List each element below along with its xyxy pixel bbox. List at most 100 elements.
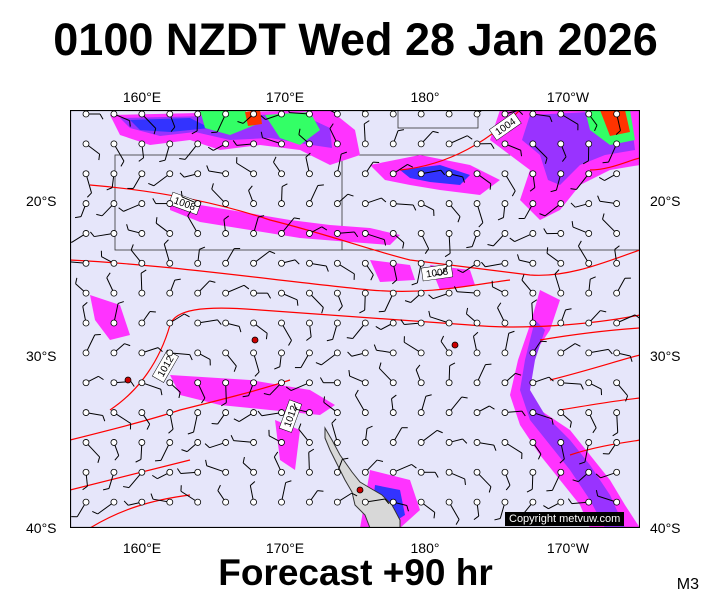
station-dot-4 xyxy=(356,486,364,494)
station-circle xyxy=(138,439,146,446)
wind-barb-feather xyxy=(233,418,240,423)
station-circle xyxy=(473,170,481,178)
wind-barb-feather xyxy=(191,130,198,135)
wind-barb-feather xyxy=(629,355,633,362)
station-circle xyxy=(445,349,453,357)
wind-barb-feather xyxy=(321,307,324,314)
station-circle xyxy=(613,230,621,237)
station-circle xyxy=(194,110,202,118)
station-circle xyxy=(417,349,425,357)
station-circle xyxy=(417,200,425,207)
wind-barb-feather xyxy=(187,431,194,435)
station-circle xyxy=(222,468,230,476)
station-circle xyxy=(166,140,174,148)
forecast-hour-label: Forecast +90 hr xyxy=(218,552,493,593)
station-circle xyxy=(501,468,509,476)
wind-barb-feather xyxy=(315,362,322,366)
lat-label-right-20s: 20°S xyxy=(650,193,681,209)
wind-barb-feather xyxy=(305,152,311,158)
station-circle xyxy=(557,439,565,446)
wind-barb-feather xyxy=(478,222,484,228)
station-circle xyxy=(361,409,369,416)
station-circle xyxy=(417,259,425,267)
wind-barb-feather xyxy=(319,377,324,383)
wind-barb-feather xyxy=(126,224,129,231)
wind-barb-feather xyxy=(497,217,504,221)
station-circle xyxy=(557,110,565,118)
wind-barb-feather xyxy=(317,184,324,186)
wind-barb-feather xyxy=(561,156,567,162)
wind-barb-feather xyxy=(402,242,405,249)
station-circle xyxy=(557,319,565,327)
station-circle xyxy=(306,110,313,118)
station-circle xyxy=(529,170,537,178)
station-circle xyxy=(529,349,537,357)
station-circle xyxy=(250,259,257,267)
station-circle xyxy=(445,289,453,297)
station-circle xyxy=(389,439,397,446)
station-circle xyxy=(222,349,230,357)
station-circle xyxy=(222,230,230,237)
wind-barb-feather xyxy=(123,500,129,506)
wind-barb-feather xyxy=(391,279,398,285)
wind-barb-feather xyxy=(265,333,268,340)
wind-barb-feather xyxy=(338,305,343,312)
wind-barb-feather xyxy=(288,340,292,346)
station-circle xyxy=(585,319,593,327)
station-circle xyxy=(529,289,537,297)
station-circle xyxy=(473,349,481,357)
wind-barb-feather xyxy=(378,310,385,313)
station-circle xyxy=(82,319,90,327)
wind-barb-feather xyxy=(567,498,573,504)
station-circle xyxy=(194,259,202,267)
wind-barb-feather xyxy=(515,372,522,376)
station-circle xyxy=(417,319,425,327)
station-circle xyxy=(501,498,509,506)
wind-barb-feather xyxy=(550,189,557,193)
station-circle xyxy=(557,170,565,178)
wind-barb-feather xyxy=(370,274,374,281)
rain-band-centre-north-core xyxy=(400,165,470,185)
station-circle xyxy=(194,200,202,207)
station-circle xyxy=(250,349,257,357)
wind-barb-feather xyxy=(432,130,439,134)
wind-barb-feather xyxy=(237,121,244,124)
station-circle xyxy=(333,409,341,416)
wind-barb-feather xyxy=(411,282,418,286)
station-circle xyxy=(278,349,285,357)
forecast-title: 0100 NZDT Wed 28 Jan 2026 xyxy=(53,14,658,65)
station-circle xyxy=(194,468,202,476)
wind-barb-feather xyxy=(457,216,461,223)
station-circle xyxy=(417,110,425,118)
wind-barb-feather xyxy=(412,204,417,211)
wind-barb-feather xyxy=(170,126,176,133)
station-circle xyxy=(194,379,202,387)
wind-barb-feather xyxy=(490,143,495,150)
station-circle xyxy=(110,498,118,506)
wind-barb-feather xyxy=(274,366,280,370)
station-circle xyxy=(333,230,341,237)
station-circle xyxy=(389,409,397,416)
lat-label-right-40s: 40°S xyxy=(650,520,681,536)
wind-barb-feather xyxy=(457,269,463,273)
wind-barb-feather xyxy=(260,131,263,138)
rain-cell-north-island xyxy=(370,260,415,282)
station-circle xyxy=(473,289,481,297)
station-circle xyxy=(613,409,621,416)
station-circle xyxy=(138,230,146,237)
station-circle xyxy=(166,409,174,416)
wind-barb-feather xyxy=(615,130,621,136)
station-circle xyxy=(473,200,481,207)
wind-barb-feather xyxy=(406,505,409,512)
station-circle xyxy=(445,468,453,476)
station-circle xyxy=(333,289,341,297)
station-circle xyxy=(222,409,230,416)
rain-extreme-cell-1 xyxy=(245,110,262,126)
station-dot-3 xyxy=(124,376,132,384)
station-circle xyxy=(613,468,621,476)
station-circle xyxy=(250,468,257,476)
wind-barb-feather xyxy=(242,395,249,398)
wind-barb-feather xyxy=(293,403,297,410)
station-circle xyxy=(82,230,90,237)
station-circle xyxy=(361,379,369,387)
